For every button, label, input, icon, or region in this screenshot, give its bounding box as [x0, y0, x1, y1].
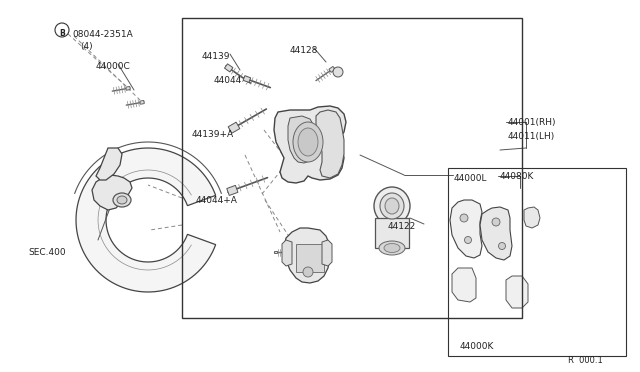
Text: 44139: 44139 [202, 52, 230, 61]
Polygon shape [288, 116, 316, 163]
Ellipse shape [113, 193, 131, 207]
Polygon shape [274, 106, 346, 183]
Ellipse shape [379, 241, 405, 255]
Circle shape [303, 267, 313, 277]
Text: 44000C: 44000C [96, 62, 131, 71]
Circle shape [465, 237, 472, 244]
Polygon shape [227, 185, 238, 195]
Circle shape [460, 214, 468, 222]
Polygon shape [450, 200, 482, 258]
Polygon shape [274, 251, 277, 253]
Text: 44080K: 44080K [500, 172, 534, 181]
Polygon shape [228, 122, 240, 133]
Polygon shape [284, 228, 330, 283]
Ellipse shape [380, 193, 404, 219]
Polygon shape [126, 86, 131, 90]
Circle shape [492, 218, 500, 226]
Text: B: B [59, 29, 65, 38]
Bar [448, 168, 626, 356]
Polygon shape [76, 148, 216, 292]
Polygon shape [524, 207, 540, 228]
Text: 44122: 44122 [388, 222, 416, 231]
Ellipse shape [293, 122, 323, 162]
Ellipse shape [298, 128, 318, 156]
Ellipse shape [385, 198, 399, 214]
Polygon shape [225, 64, 233, 72]
Circle shape [333, 67, 343, 77]
Polygon shape [452, 268, 476, 302]
Polygon shape [92, 175, 132, 210]
Polygon shape [316, 110, 344, 178]
Circle shape [55, 23, 69, 37]
Text: 44139+A: 44139+A [192, 130, 234, 139]
Polygon shape [140, 100, 144, 104]
Text: 44044+A: 44044+A [196, 196, 238, 205]
Ellipse shape [384, 244, 400, 253]
Text: 44044: 44044 [214, 76, 243, 85]
Text: SEC.400: SEC.400 [28, 248, 66, 257]
Polygon shape [506, 276, 528, 308]
Polygon shape [329, 67, 335, 73]
Text: 44000K: 44000K [460, 342, 494, 351]
Text: 44011(LH): 44011(LH) [508, 132, 556, 141]
Text: 44000L: 44000L [454, 174, 488, 183]
Bar [182, 18, 522, 318]
Text: (4): (4) [80, 42, 93, 51]
Ellipse shape [374, 187, 410, 225]
Polygon shape [96, 148, 122, 180]
Text: 44001(RH): 44001(RH) [508, 118, 557, 127]
Circle shape [499, 243, 506, 250]
Polygon shape [243, 76, 251, 83]
Text: 44128: 44128 [290, 46, 318, 55]
Bar [375, 218, 409, 248]
Bar [296, 244, 324, 272]
Polygon shape [282, 240, 292, 266]
Ellipse shape [117, 196, 127, 204]
Text: 08044-2351A: 08044-2351A [72, 30, 132, 39]
Polygon shape [322, 240, 332, 266]
Polygon shape [480, 207, 512, 260]
Text: R  000.1: R 000.1 [568, 356, 603, 365]
